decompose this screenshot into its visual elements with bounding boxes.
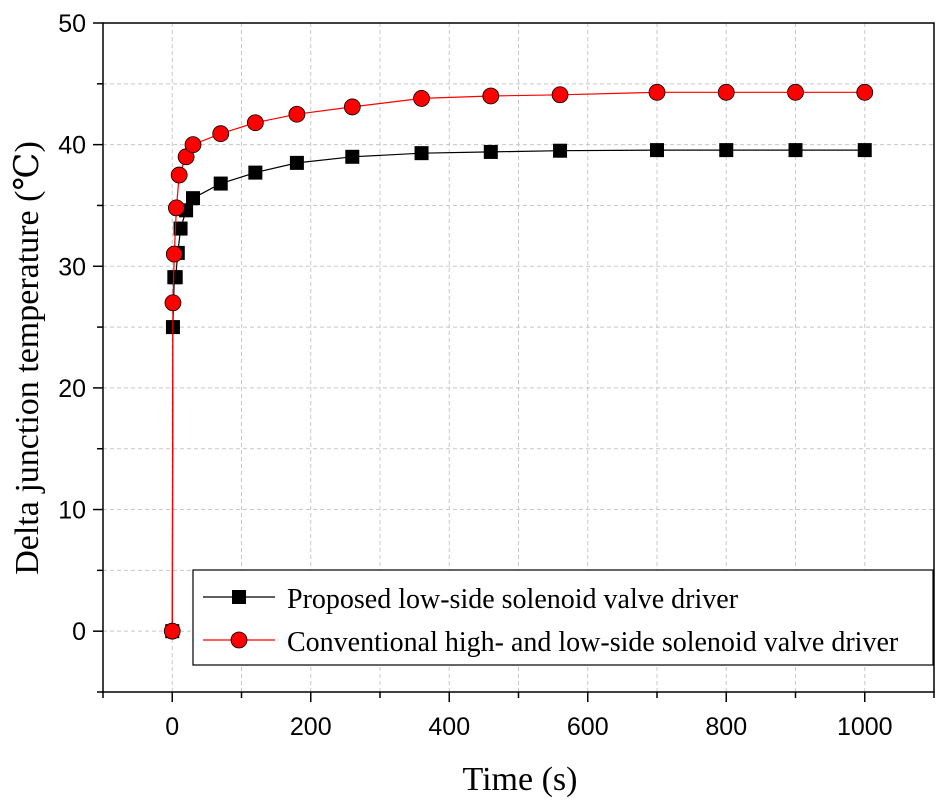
data-point-circle <box>184 136 202 154</box>
data-point-square <box>719 143 734 158</box>
data-point-square <box>788 143 803 158</box>
x-tick-label: 200 <box>290 713 332 741</box>
x-tick-label: 1000 <box>837 713 893 741</box>
data-point-square <box>483 144 498 159</box>
data-point-circle <box>246 114 264 132</box>
data-point-circle <box>787 83 804 101</box>
x-axis-title: Time (s) <box>463 761 578 798</box>
data-point-square <box>186 191 201 206</box>
legend-label-conventional: Conventional high- and low-side solenoid… <box>287 627 899 658</box>
data-point-square <box>248 165 263 180</box>
series-conventional <box>163 83 874 640</box>
data-point-square <box>345 149 360 164</box>
data-point-circle <box>343 98 361 116</box>
legend: Proposed low-side solenoid valve driver … <box>192 569 934 666</box>
legend-label-proposed: Proposed low-side solenoid valve driver <box>287 584 739 615</box>
legend-box <box>192 569 934 666</box>
data-point-square <box>857 143 872 158</box>
data-point-circle <box>482 87 500 105</box>
data-point-circle <box>551 86 569 104</box>
data-point-circle <box>165 245 183 263</box>
data-point-square <box>650 143 664 158</box>
data-point-square <box>173 221 188 236</box>
data-point-circle <box>288 105 306 123</box>
data-point-square <box>289 155 304 170</box>
data-point-circle <box>168 199 185 217</box>
x-tick-label: 800 <box>705 713 747 741</box>
data-point-circle <box>648 83 666 101</box>
series-layer <box>163 83 874 640</box>
data-point-circle <box>170 166 188 184</box>
data-point-circle <box>413 90 430 107</box>
data-point-circle <box>164 294 182 312</box>
data-point-square <box>553 143 568 158</box>
x-tick-label: 0 <box>165 713 179 741</box>
legend-marker-circle-conventional <box>230 631 248 649</box>
data-point-square <box>414 146 429 161</box>
data-point-square <box>213 176 228 191</box>
y-axis-title: Delta junction temperature (℃) <box>9 141 46 575</box>
x-tick-label: 400 <box>428 713 470 741</box>
data-point-circle <box>212 125 230 143</box>
x-tick-label: 600 <box>567 713 609 741</box>
data-point-square <box>168 270 183 285</box>
axis-ticks: 0 200 400 600 800 1000 0 10 20 30 40 50 <box>58 10 935 741</box>
y-tick-label: 40 <box>58 132 86 160</box>
data-point-circle <box>717 83 735 101</box>
legend-marker-square-proposed <box>232 590 246 604</box>
y-tick-label: 30 <box>58 253 86 281</box>
data-point-circle <box>163 622 181 640</box>
data-point-circle <box>856 83 874 101</box>
y-tick-label: 20 <box>58 375 86 403</box>
y-tick-label: 10 <box>58 497 86 525</box>
y-tick-label: 50 <box>58 10 86 38</box>
y-tick-label: 0 <box>72 618 86 646</box>
